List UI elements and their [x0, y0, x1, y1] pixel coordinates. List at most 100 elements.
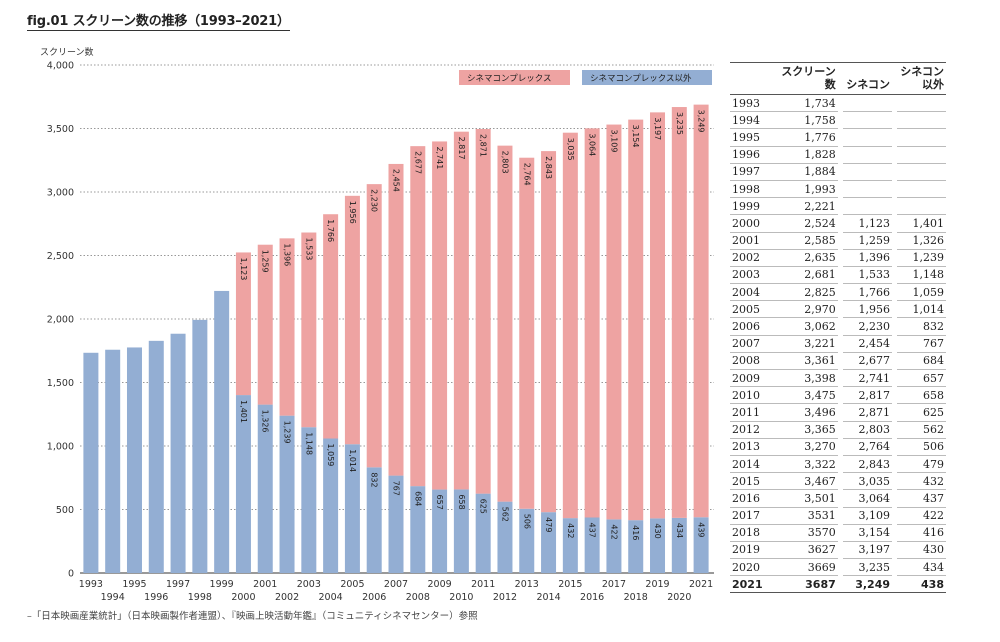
- cell-cinecon: 1,396: [843, 249, 893, 267]
- value-label-non-cinecon: 767: [392, 481, 401, 496]
- bar-non-cinecon-2016: [584, 517, 600, 573]
- table-row: 2009 3,398 2,741 657: [730, 369, 946, 388]
- bar-cinecon-2020: [671, 107, 687, 518]
- cell-year: 1999: [730, 197, 777, 216]
- bar-cinecon-2012: [497, 145, 513, 502]
- cell-screens: 1,884: [776, 163, 838, 181]
- value-label-non-cinecon: 832: [370, 472, 379, 487]
- cell-year: 2008: [730, 352, 777, 371]
- bar-cinecon-2018: [628, 119, 644, 521]
- bar-total-1996: [148, 340, 164, 573]
- cell-cinecon: 3,154: [843, 524, 893, 542]
- cell-non-cinecon: 625: [897, 403, 946, 422]
- value-label-non-cinecon: 432: [566, 523, 575, 538]
- x-tick-label: 1993: [79, 579, 103, 590]
- table-row: 2010 3,475 2,817 658: [730, 386, 946, 405]
- cell-non-cinecon: 430: [897, 541, 946, 560]
- header-year: [730, 62, 777, 95]
- bar-total-1995: [126, 347, 142, 573]
- bar-cinecon-2010: [453, 131, 469, 490]
- value-label-non-cinecon: 1,326: [261, 410, 270, 433]
- bar-cinecon-2003: [301, 232, 317, 428]
- cell-non-cinecon: 1,014: [897, 300, 946, 319]
- value-label-cinecon: 1,396: [283, 243, 292, 266]
- cell-year: 2014: [730, 455, 777, 474]
- x-tick-label: 1998: [188, 592, 212, 603]
- bars: [83, 104, 709, 573]
- cell-cinecon: 1,123: [843, 214, 893, 233]
- cell-screens: 3,322: [776, 455, 838, 474]
- table-row: 1999 2,221: [730, 197, 946, 216]
- bar-total-1998: [192, 319, 208, 573]
- cell-screens: 3687: [776, 575, 838, 594]
- cell-non-cinecon: 684: [897, 352, 946, 371]
- y-tick-label: 3,000: [47, 188, 74, 199]
- cell-non-cinecon: 658: [897, 386, 946, 405]
- table-row: 2019 3627 3,197 430: [730, 541, 946, 560]
- table-row: 1995 1,776: [730, 128, 946, 147]
- y-tick-label: 500: [56, 505, 74, 516]
- value-label-cinecon: 2,764: [522, 163, 531, 186]
- x-tick-label: 2020: [667, 592, 691, 603]
- bar-cinecon-2019: [650, 112, 666, 519]
- value-label-non-cinecon: 1,148: [304, 432, 313, 455]
- x-tick-label: 2013: [515, 579, 539, 590]
- bar-non-cinecon-2002: [279, 415, 295, 573]
- value-label-non-cinecon: 506: [522, 514, 531, 529]
- value-label-cinecon: 3,109: [609, 130, 618, 153]
- table-row: 2008 3,361 2,677 684: [730, 352, 946, 371]
- value-label-non-cinecon: 430: [653, 523, 662, 538]
- cell-non-cinecon: 832: [897, 317, 946, 336]
- table-row: 2006 3,062 2,230 832: [730, 317, 946, 336]
- cell-non-cinecon: [897, 163, 946, 181]
- cell-year: 1997: [730, 163, 777, 181]
- cell-screens: 2,970: [776, 300, 838, 319]
- bar-non-cinecon-2021: [693, 517, 709, 573]
- cell-year: 2013: [730, 438, 777, 456]
- bar-cinecon-2011: [475, 129, 491, 494]
- cell-screens: 2,585: [776, 232, 838, 250]
- x-tick-label: 2006: [362, 592, 386, 603]
- cell-cinecon: 2,803: [843, 421, 893, 439]
- cell-screens: 2,221: [776, 197, 838, 216]
- cell-non-cinecon: 1,148: [897, 266, 946, 285]
- cell-cinecon: 2,230: [843, 317, 893, 336]
- bar-cinecon-2009: [432, 141, 448, 490]
- x-tick-label: 2017: [602, 579, 626, 590]
- value-label-non-cinecon: 416: [631, 525, 640, 540]
- bar-non-cinecon-2014: [541, 512, 557, 573]
- cell-screens: 1,993: [776, 180, 838, 199]
- table-row: 2007 3,221 2,454 767: [730, 335, 946, 353]
- cell-year: 2011: [730, 403, 777, 422]
- cell-year: 1995: [730, 128, 777, 147]
- x-tick-label: 2007: [384, 579, 408, 590]
- cell-screens: 3,475: [776, 386, 838, 405]
- value-label-cinecon: 2,803: [500, 151, 509, 174]
- cell-cinecon: [843, 197, 893, 216]
- x-tick-label: 2001: [253, 579, 277, 590]
- cell-non-cinecon: 479: [897, 455, 946, 474]
- value-label-non-cinecon: 1,059: [326, 444, 335, 467]
- cell-year: 1993: [730, 94, 777, 113]
- cell-screens: 3669: [776, 558, 838, 577]
- x-tick-label: 2021: [689, 579, 713, 590]
- cell-gap: [837, 575, 844, 594]
- value-label-non-cinecon: 439: [697, 522, 706, 537]
- bar-non-cinecon-2007: [388, 475, 404, 573]
- cell-non-cinecon: [897, 197, 946, 216]
- cell-cinecon: 2,843: [843, 455, 893, 474]
- cell-year: 2012: [730, 421, 777, 439]
- bar-non-cinecon-2019: [650, 518, 666, 573]
- cell-screens: 1,828: [776, 146, 838, 164]
- cell-non-cinecon: 416: [897, 524, 946, 542]
- cell-year: 2021: [730, 575, 777, 594]
- cell-non-cinecon: [897, 180, 946, 199]
- cell-cinecon: 3,197: [843, 541, 893, 560]
- cell-screens: 2,825: [776, 283, 838, 302]
- bar-total-1993: [83, 352, 99, 573]
- value-label-cinecon: 2,817: [457, 137, 466, 160]
- x-tick-label: 2012: [493, 592, 517, 603]
- bar-non-cinecon-2008: [410, 486, 426, 573]
- x-tick-label: 1995: [122, 579, 146, 590]
- value-label-non-cinecon: 625: [479, 499, 488, 514]
